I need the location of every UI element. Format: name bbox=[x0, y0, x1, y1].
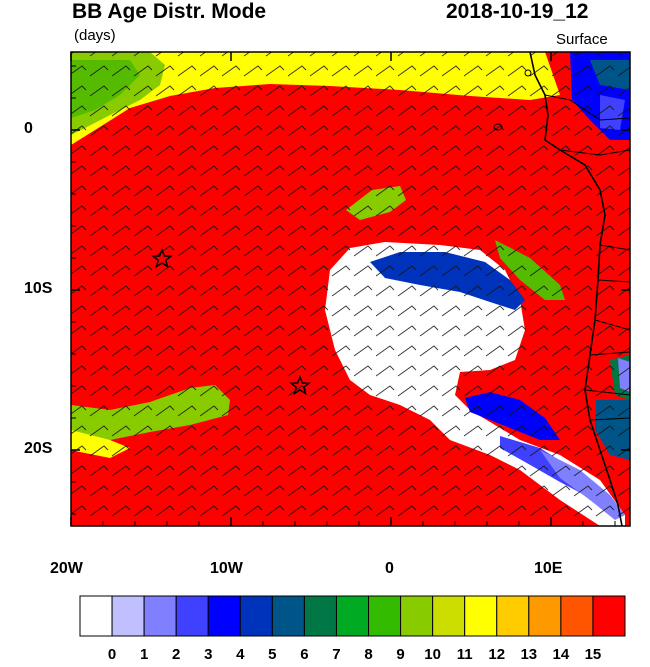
colorbar-swatch bbox=[335, 595, 370, 637]
colorbar bbox=[79, 595, 626, 637]
colorbar-swatch bbox=[207, 595, 241, 637]
wind-barbs bbox=[71, 52, 630, 526]
colorbar-swatch bbox=[111, 595, 145, 637]
colorbar-swatch bbox=[79, 595, 113, 637]
colorbar-label: 9 bbox=[396, 646, 405, 663]
lat-label-20s: 20S bbox=[24, 440, 53, 457]
star-marker bbox=[289, 374, 311, 396]
colorbar-swatch bbox=[592, 595, 626, 637]
plot-units: (days) bbox=[74, 27, 116, 44]
colorbar-label: 2 bbox=[172, 646, 181, 663]
country-borders bbox=[544, 94, 630, 421]
minor-ticks bbox=[71, 65, 616, 526]
colorbar-swatch bbox=[368, 595, 402, 637]
lon-label-20w: 20W bbox=[50, 560, 83, 577]
colorbar-swatch bbox=[560, 595, 594, 637]
colorbar-label: 1 bbox=[139, 646, 149, 663]
plot-datetime: 2018-10-19_12 bbox=[446, 0, 589, 23]
axis-ticks bbox=[70, 52, 630, 526]
colorbar-label: 5 bbox=[268, 646, 277, 663]
colorbar-swatch bbox=[528, 595, 562, 637]
lon-label-0: 0 bbox=[385, 560, 394, 577]
colorbar-swatch bbox=[496, 595, 530, 637]
island bbox=[493, 123, 503, 131]
plot-title: BB Age Distr. Mode bbox=[72, 0, 267, 23]
lat-label-0: 0 bbox=[24, 120, 33, 137]
colorbar-label: 14 bbox=[552, 646, 570, 663]
star-marker bbox=[151, 247, 173, 269]
colorbar-label: 7 bbox=[332, 646, 341, 663]
colorbar-label: 4 bbox=[236, 646, 245, 663]
colorbar-swatch bbox=[239, 595, 273, 637]
colorbar-label: 3 bbox=[204, 646, 213, 663]
colorbar-label: 12 bbox=[488, 646, 506, 663]
colorbar-label: 8 bbox=[364, 646, 373, 663]
colorbar-swatch bbox=[432, 595, 466, 637]
colorbar-label: 13 bbox=[520, 646, 538, 663]
colorbar-swatch bbox=[400, 595, 434, 637]
colorbar-label: 15 bbox=[584, 646, 602, 663]
lon-label-10e: 10E bbox=[534, 560, 563, 577]
lat-label-10s: 10S bbox=[24, 280, 53, 297]
colorbar-label: 0 bbox=[107, 646, 117, 663]
plot-frame bbox=[70, 51, 631, 527]
plot-level: Surface bbox=[556, 31, 608, 48]
colorbar-swatch bbox=[303, 595, 337, 637]
colorbar-swatch bbox=[175, 595, 209, 637]
colorbar-swatch bbox=[271, 595, 305, 637]
lon-label-10w: 10W bbox=[210, 560, 243, 577]
colorbar-swatch bbox=[464, 595, 498, 637]
island bbox=[524, 69, 532, 77]
colorbar-label: 11 bbox=[456, 646, 473, 663]
colorbar-label: 6 bbox=[300, 646, 309, 663]
colorbar-swatch bbox=[143, 595, 177, 637]
colorbar-label: 10 bbox=[424, 646, 441, 663]
